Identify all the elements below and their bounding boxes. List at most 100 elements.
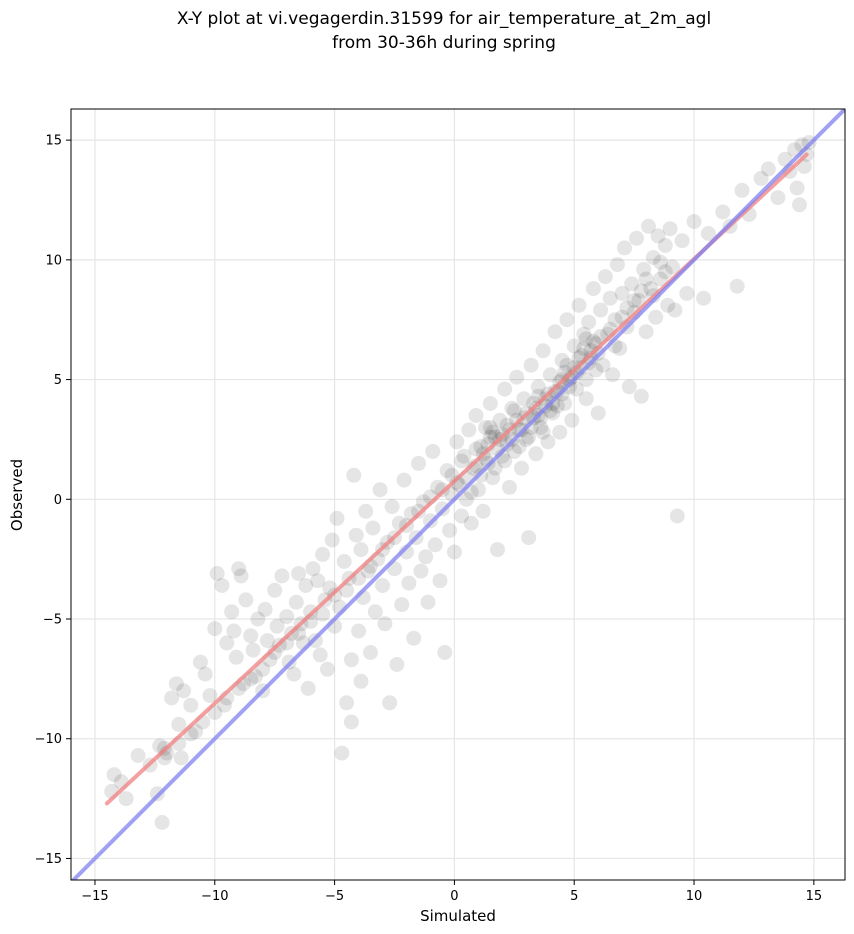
- data-point: [612, 340, 628, 356]
- data-point: [509, 412, 525, 428]
- y-tick-label: −5: [43, 613, 62, 628]
- data-point: [554, 352, 570, 368]
- data-point: [530, 379, 546, 395]
- data-point: [238, 592, 254, 608]
- data-point: [216, 697, 232, 713]
- data-point: [552, 424, 568, 440]
- data-point: [375, 578, 390, 593]
- data-point: [506, 403, 522, 419]
- data-point: [792, 197, 807, 213]
- data-point: [288, 594, 304, 610]
- data-point: [454, 453, 470, 469]
- data-point: [559, 357, 575, 373]
- data-point: [614, 285, 630, 301]
- y-tick-label: 15: [45, 134, 62, 149]
- data-point: [502, 479, 517, 495]
- data-point: [621, 379, 637, 395]
- data-point: [629, 230, 644, 246]
- data-point: [427, 537, 443, 553]
- data-point: [456, 448, 472, 464]
- x-tick-label: 15: [806, 889, 823, 904]
- data-point: [353, 673, 369, 689]
- data-point: [255, 661, 271, 677]
- data-point: [760, 161, 776, 177]
- data-point: [192, 654, 208, 670]
- data-point: [382, 695, 398, 711]
- data-point: [446, 544, 462, 560]
- data-point: [595, 357, 611, 373]
- data-point: [588, 362, 604, 378]
- data-point: [686, 214, 702, 229]
- data-point: [348, 527, 364, 543]
- data-point: [509, 369, 525, 385]
- data-point: [470, 482, 486, 498]
- data-point: [638, 271, 654, 287]
- x-tick-label: 5: [570, 889, 578, 904]
- data-point: [535, 424, 551, 440]
- data-point: [458, 491, 474, 507]
- x-tick-label: −15: [81, 889, 108, 904]
- data-point: [674, 233, 690, 249]
- data-point: [286, 666, 302, 682]
- data-point: [557, 396, 573, 411]
- grid: [71, 109, 845, 880]
- data-point: [590, 405, 606, 421]
- data-point: [700, 226, 716, 241]
- data-point: [279, 609, 295, 625]
- data-point: [545, 405, 561, 421]
- data-point: [576, 326, 592, 342]
- data-point: [643, 281, 659, 297]
- data-point: [315, 546, 331, 562]
- data-point: [346, 467, 362, 483]
- data-point: [566, 338, 582, 354]
- data-point: [257, 601, 273, 617]
- data-point: [243, 628, 259, 644]
- data-point: [638, 324, 654, 340]
- data-point: [521, 530, 537, 546]
- data-point: [171, 716, 187, 732]
- data-point: [154, 815, 170, 830]
- data-point: [516, 391, 532, 407]
- x-tick-label: −5: [325, 889, 344, 904]
- data-point: [176, 683, 192, 699]
- data-point: [336, 554, 352, 569]
- data-point: [231, 561, 247, 577]
- data-point: [425, 443, 441, 459]
- data-point: [339, 695, 355, 711]
- data-point: [540, 434, 556, 450]
- data-point: [401, 575, 417, 591]
- data-point: [209, 566, 225, 581]
- data-point: [602, 290, 618, 306]
- data-point: [564, 412, 580, 428]
- data-point: [461, 422, 477, 438]
- data-point: [413, 563, 429, 579]
- data-point: [734, 182, 750, 198]
- data-point: [585, 281, 601, 297]
- data-point: [624, 276, 640, 292]
- data-point: [449, 434, 465, 450]
- data-point: [492, 412, 508, 428]
- data-point: [118, 791, 134, 807]
- data-point: [267, 582, 283, 598]
- data-point: [485, 424, 501, 440]
- data-point: [315, 606, 331, 622]
- data-point: [485, 470, 501, 486]
- data-point: [324, 532, 340, 548]
- data-point: [650, 228, 666, 244]
- data-point: [207, 621, 223, 637]
- data-point: [260, 633, 275, 649]
- data-point: [633, 388, 649, 404]
- data-point: [626, 293, 642, 309]
- y-tick-label: 0: [54, 493, 62, 508]
- data-point: [653, 254, 668, 270]
- axis-ticks: −15 −10 −5 0 5 10 15 −15 −10 −5 0 5 10 15: [35, 134, 823, 904]
- chart-title: X-Y plot at vi.vegagerdin.31599 for air_…: [177, 9, 711, 29]
- data-point: [482, 429, 498, 445]
- data-point: [569, 381, 585, 397]
- data-point: [334, 745, 350, 761]
- data-point: [789, 180, 805, 196]
- data-point: [291, 566, 307, 581]
- data-point: [482, 420, 498, 435]
- data-point: [188, 724, 204, 739]
